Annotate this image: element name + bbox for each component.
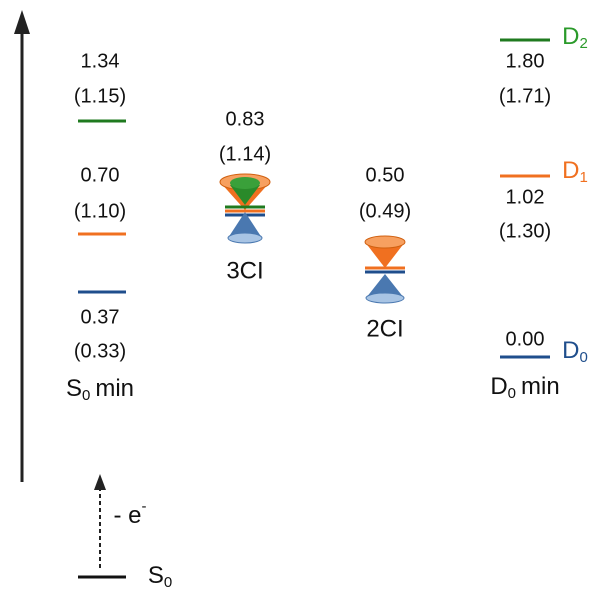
state-sub: 2 bbox=[580, 35, 588, 52]
ionization-sup: - bbox=[142, 498, 147, 515]
ci-value: 0.50 bbox=[366, 164, 405, 186]
state-label: D2 bbox=[562, 23, 588, 52]
ci-label: 3CI bbox=[226, 257, 263, 284]
ci-paren: (1.14) bbox=[219, 143, 271, 165]
state-main: D bbox=[562, 23, 579, 50]
state-sub: 0 bbox=[580, 349, 588, 366]
ci-label: 2CI bbox=[366, 315, 403, 342]
state-label: D1 bbox=[562, 157, 588, 186]
level-paren: (0.33) bbox=[74, 340, 126, 362]
cone-3ci bbox=[219, 173, 271, 244]
level-paren: (1.10) bbox=[74, 200, 126, 222]
level-value: 0.70 bbox=[81, 164, 120, 186]
label-sub: 0 bbox=[82, 387, 90, 404]
level-paren: (1.15) bbox=[74, 85, 126, 107]
state-sub: 1 bbox=[580, 169, 588, 186]
ground-label: S0 bbox=[148, 562, 172, 591]
label-main: D bbox=[490, 373, 507, 400]
state-label: D0 bbox=[562, 337, 588, 366]
ionization-label: - e- bbox=[113, 498, 146, 529]
level-paren: (1.30) bbox=[499, 220, 551, 242]
level-value: 1.02 bbox=[506, 186, 545, 208]
label-sub: 0 bbox=[508, 385, 516, 402]
state-main: D bbox=[562, 337, 579, 364]
ground-sub: 0 bbox=[164, 574, 172, 591]
column-label: D0 min bbox=[490, 373, 559, 402]
ground-main: S bbox=[148, 562, 164, 589]
level-value: 1.80 bbox=[506, 50, 545, 72]
ionization-arrowhead bbox=[94, 474, 106, 490]
label-rest: min bbox=[95, 375, 134, 402]
ci-paren: (0.49) bbox=[359, 200, 411, 222]
ci-value: 0.83 bbox=[226, 108, 265, 130]
ionization-main: - e bbox=[113, 502, 141, 529]
level-paren: (1.71) bbox=[499, 85, 551, 107]
level-value: 0.37 bbox=[81, 306, 120, 328]
level-value: 1.34 bbox=[81, 50, 120, 72]
column-label: S0 min bbox=[66, 375, 134, 404]
level-value: 0.00 bbox=[506, 328, 545, 350]
label-rest: min bbox=[521, 373, 560, 400]
label-main: S bbox=[66, 375, 82, 402]
energy-arrowhead bbox=[14, 10, 30, 34]
state-main: D bbox=[562, 157, 579, 184]
cone-2ci bbox=[364, 235, 406, 304]
